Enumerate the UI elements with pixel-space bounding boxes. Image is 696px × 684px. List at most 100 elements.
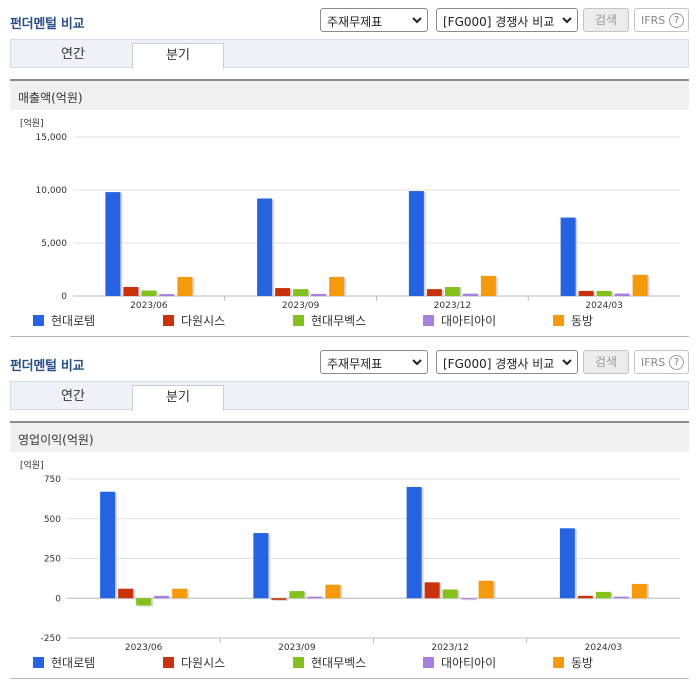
bar[interactable] (613, 596, 629, 599)
y-tick-label: 10,000 (36, 186, 68, 196)
legend-item[interactable]: 대아티아이 (423, 654, 496, 671)
bar[interactable] (424, 582, 440, 599)
bar[interactable] (253, 533, 269, 599)
bar[interactable] (478, 580, 494, 599)
bar[interactable] (442, 589, 458, 599)
statement-select-value: 주재무제표 (327, 357, 383, 371)
legend-item[interactable]: 현대로템 (33, 312, 95, 329)
legend-item[interactable]: 다원시스 (163, 654, 225, 671)
statement-select-value: 주재무제표 (327, 15, 383, 29)
bar[interactable] (289, 591, 305, 599)
legend-label: 다원시스 (181, 656, 226, 670)
legend-item[interactable]: 현대로템 (33, 654, 95, 671)
metric-title: 매출액(억원) (18, 91, 83, 105)
tab-annual[interactable]: 연간 (61, 47, 85, 62)
legend-item[interactable]: 대아티아이 (423, 312, 496, 329)
bar[interactable] (578, 290, 594, 296)
search-button[interactable]: 검색 (583, 8, 629, 32)
tab-quarter[interactable]: 분기 (132, 43, 224, 69)
y-tick-label: 750 (44, 475, 61, 485)
bar[interactable] (293, 289, 309, 296)
legend-label: 동방 (571, 314, 594, 328)
ifrs-button[interactable]: IFRS ? (634, 8, 689, 32)
bar[interactable] (329, 276, 345, 296)
bar[interactable] (257, 198, 273, 296)
chart-legend: 현대로템 다원시스 현대무벡스 대아티아이 동방 (0, 654, 696, 672)
bar[interactable] (460, 598, 476, 600)
x-tick-label: 2023/06 (130, 301, 168, 310)
y-tick-label: 500 (44, 515, 61, 525)
bar[interactable] (275, 288, 291, 296)
x-tick-label: 2023/12 (434, 301, 471, 310)
bar[interactable] (105, 192, 121, 296)
legend-item[interactable]: 다원시스 (163, 312, 225, 329)
bar[interactable] (408, 191, 424, 296)
bar[interactable] (560, 217, 576, 296)
help-icon[interactable]: ? (669, 355, 684, 370)
metric-header: 매출액(억원) (10, 79, 689, 110)
section-title: 펀더멘털 비교 (10, 17, 85, 32)
bar[interactable] (118, 588, 134, 599)
statement-select[interactable]: 주재무제표 (320, 350, 428, 374)
y-tick-label: 0 (55, 594, 61, 604)
statement-select[interactable]: 주재무제표 (320, 8, 428, 32)
legend-swatch (163, 657, 174, 668)
bar[interactable] (595, 591, 611, 599)
bar[interactable] (271, 598, 287, 600)
compare-select[interactable]: [FG000] 경쟁사 비교 (436, 8, 578, 32)
bar[interactable] (577, 595, 593, 599)
x-tick-label: 2023/09 (278, 643, 316, 652)
legend-label: 동방 (571, 656, 594, 670)
legend-item[interactable]: 동방 (553, 312, 593, 329)
legend-swatch (33, 657, 44, 668)
bar[interactable] (172, 588, 188, 599)
legend-swatch (553, 315, 564, 326)
y-tick-label: 0 (61, 292, 67, 302)
bar[interactable] (154, 595, 170, 599)
ifrs-button[interactable]: IFRS ? (634, 350, 689, 374)
bar[interactable] (444, 286, 460, 296)
metric-header: 영업이익(억원) (10, 421, 689, 452)
bar[interactable] (100, 491, 116, 599)
bar[interactable] (406, 486, 422, 599)
compare-select-value: [FG000] 경쟁사 비교 (443, 357, 555, 371)
tab-annual[interactable]: 연간 (61, 389, 85, 404)
legend-label: 현대무벡스 (311, 656, 367, 670)
bar[interactable] (141, 290, 157, 296)
y-unit-label: [억원] (20, 117, 44, 129)
bar[interactable] (311, 293, 327, 296)
bar[interactable] (307, 596, 323, 599)
bar[interactable] (614, 293, 630, 296)
bar[interactable] (136, 598, 152, 606)
search-button[interactable]: 검색 (583, 350, 629, 374)
y-tick-label: 15,000 (36, 133, 68, 143)
legend-swatch (163, 315, 174, 326)
bar-shadow (161, 295, 177, 297)
bar[interactable] (159, 294, 175, 296)
tab-quarter[interactable]: 분기 (132, 385, 224, 411)
chart-legend: 현대로템 다원시스 현대무벡스 대아티아이 동방 (0, 312, 696, 330)
y-tick-label: -250 (41, 634, 62, 644)
legend-item[interactable]: 현대무벡스 (293, 654, 366, 671)
bar[interactable] (426, 289, 442, 296)
legend-label: 현대로템 (51, 656, 96, 670)
bar[interactable] (123, 286, 139, 296)
legend-label: 다원시스 (181, 314, 226, 328)
chevron-down-icon (412, 359, 422, 366)
bar[interactable] (462, 293, 478, 296)
bar[interactable] (596, 290, 612, 296)
compare-select[interactable]: [FG000] 경쟁사 비교 (436, 350, 578, 374)
legend-item[interactable]: 동방 (553, 654, 593, 671)
ifrs-label: IFRS (641, 14, 666, 27)
bar[interactable] (559, 528, 575, 599)
help-icon[interactable]: ? (669, 13, 684, 28)
bar[interactable] (325, 584, 341, 599)
legend-swatch (293, 657, 304, 668)
bar[interactable] (631, 583, 647, 599)
bar[interactable] (480, 275, 496, 296)
bar[interactable] (177, 276, 193, 296)
x-tick-label: 2023/12 (431, 643, 468, 652)
bar[interactable] (632, 274, 648, 296)
legend-item[interactable]: 현대무벡스 (293, 312, 366, 329)
y-tick-label: 5,000 (41, 239, 67, 249)
